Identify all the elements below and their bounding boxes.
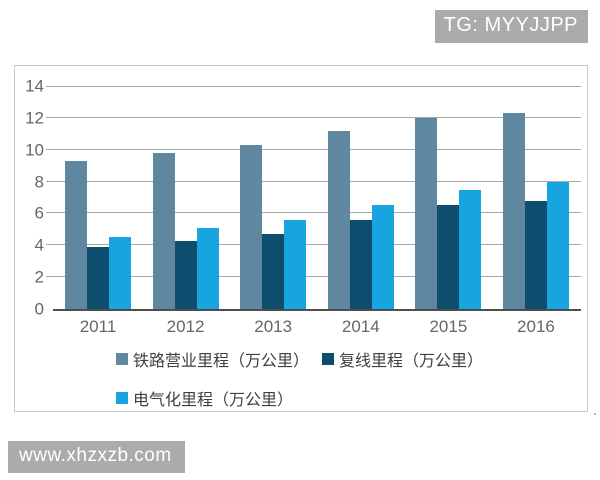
y-axis-label-12: 12 [25,108,44,128]
x-axis-labels: 2011 2012 2013 2014 2015 2016 [53,317,581,337]
legend-item-electrified-mileage: 电气化里程（万公里） [116,386,293,410]
x-axis-label-2015: 2015 [429,317,468,336]
y-axis-label-10: 10 [25,140,44,160]
bar-2013-series1 [240,144,263,309]
y-tick-2 [46,276,53,278]
bar-2013-series2 [262,234,285,309]
bar-2014-series3 [371,205,394,309]
y-tick-6 [46,212,53,214]
bar-group-2011 [65,86,131,309]
gridline-12 [53,116,581,118]
y-axis-label-8: 8 [34,172,44,192]
legend-item-operating-mileage: 铁路营业里程（万公里） [116,347,309,371]
y-axis-label-4: 4 [34,235,44,255]
gridline-8 [53,180,581,182]
stray-period-text: . [593,402,598,419]
bar-2014-series1 [327,130,350,309]
y-tick-8 [46,180,53,182]
bar-2011-series2 [87,246,109,309]
gridline-2 [53,276,581,278]
legend-row-2: 电气化里程（万公里） [116,386,483,410]
bar-2016-series3 [546,181,569,309]
bar-group-2014 [327,86,394,309]
watermark-badge-top: TG: MYYJJPP [434,10,588,43]
bar-group-2012 [152,86,219,309]
gridline-14 [53,86,581,87]
legend-label-series3: 电气化里程（万公里） [133,392,294,409]
bar-2011-series3 [109,237,131,309]
y-axis-label-14: 14 [25,76,44,96]
legend: 铁路营业里程（万公里） 复线里程（万公里） 电气化里程（万公里） [116,347,483,410]
plot-area: 0 2 4 6 8 10 12 14 [25,78,581,318]
y-tick-10 [46,148,53,150]
legend-label-series1: 铁路营业里程（万公里） [133,353,310,370]
bar-2012-series2 [174,240,197,309]
bar-groups [53,86,581,309]
bar-group-2015 [415,86,482,309]
legend-item-double-track-mileage: 复线里程（万公里） [322,347,483,371]
gridline-6 [53,212,581,214]
bar-group-2013 [240,86,307,309]
bar-2012-series3 [196,227,219,309]
bar-2013-series3 [284,219,307,309]
bar-2012-series1 [152,152,175,309]
bar-2014-series2 [349,219,372,309]
legend-swatch-series1 [116,353,128,365]
bar-2015-series3 [459,189,482,309]
y-axis-label-0: 0 [34,299,44,319]
legend-label-series2: 复线里程（万公里） [339,353,484,370]
legend-swatch-series2 [322,353,335,365]
legend-swatch-series3 [116,392,128,404]
railway-mileage-chart: 0 2 4 6 8 10 12 14 2011 2012 2013 2014 2015 2016 铁路营… [14,65,588,412]
x-axis-label-2013: 2013 [254,317,293,336]
x-axis-label-2016: 2016 [517,317,555,336]
x-axis-label-2014: 2014 [341,317,380,336]
gridline-10 [53,148,581,150]
bar-2015-series1 [415,117,438,309]
bar-group-2016 [502,86,569,309]
y-tick-12 [46,116,53,118]
y-tick-4 [46,244,53,246]
gridline-4 [53,244,581,246]
x-axis-label-2011: 2011 [79,317,117,336]
bar-2011-series1 [65,160,87,309]
legend-row-1: 铁路营业里程（万公里） 复线里程（万公里） [116,347,483,371]
watermark-badge-bottom: www.xhzxzb.com [8,441,185,473]
bar-2016-series2 [524,200,547,309]
bar-2016-series1 [502,113,525,309]
y-axis-label-6: 6 [34,203,44,223]
y-tick-14 [46,86,53,87]
y-axis-label-2: 2 [34,267,44,287]
bar-2015-series2 [437,205,460,309]
x-axis-label-2012: 2012 [166,317,205,336]
